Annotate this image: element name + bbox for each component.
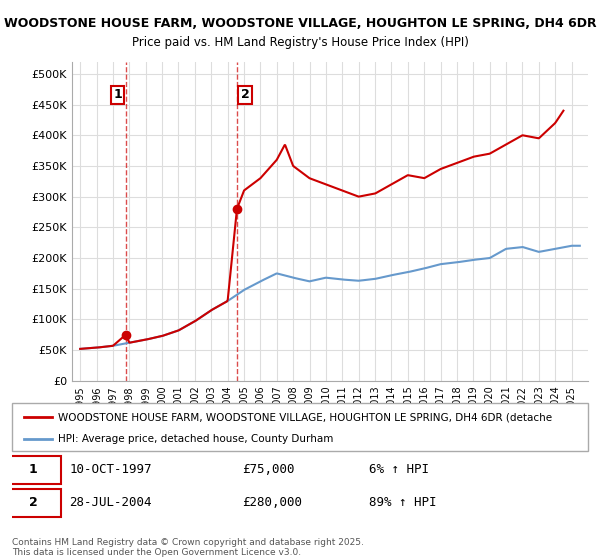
Text: £75,000: £75,000	[242, 464, 295, 477]
Text: 10-OCT-1997: 10-OCT-1997	[70, 464, 152, 477]
Text: 6% ↑ HPI: 6% ↑ HPI	[369, 464, 429, 477]
Text: HPI: Average price, detached house, County Durham: HPI: Average price, detached house, Coun…	[58, 434, 334, 444]
Text: 89% ↑ HPI: 89% ↑ HPI	[369, 496, 437, 509]
Text: Price paid vs. HM Land Registry's House Price Index (HPI): Price paid vs. HM Land Registry's House …	[131, 36, 469, 49]
Text: WOODSTONE HOUSE FARM, WOODSTONE VILLAGE, HOUGHTON LE SPRING, DH4 6DR: WOODSTONE HOUSE FARM, WOODSTONE VILLAGE,…	[4, 17, 596, 30]
Text: Contains HM Land Registry data © Crown copyright and database right 2025.
This d: Contains HM Land Registry data © Crown c…	[12, 538, 364, 557]
FancyBboxPatch shape	[6, 456, 61, 484]
Text: WOODSTONE HOUSE FARM, WOODSTONE VILLAGE, HOUGHTON LE SPRING, DH4 6DR (detache: WOODSTONE HOUSE FARM, WOODSTONE VILLAGE,…	[58, 413, 552, 422]
Text: £280,000: £280,000	[242, 496, 302, 509]
FancyBboxPatch shape	[12, 403, 588, 451]
Text: 2: 2	[29, 496, 38, 509]
Text: 2: 2	[241, 88, 250, 101]
Text: 1: 1	[113, 88, 122, 101]
Text: 28-JUL-2004: 28-JUL-2004	[70, 496, 152, 509]
FancyBboxPatch shape	[6, 488, 61, 517]
Text: 1: 1	[29, 464, 38, 477]
